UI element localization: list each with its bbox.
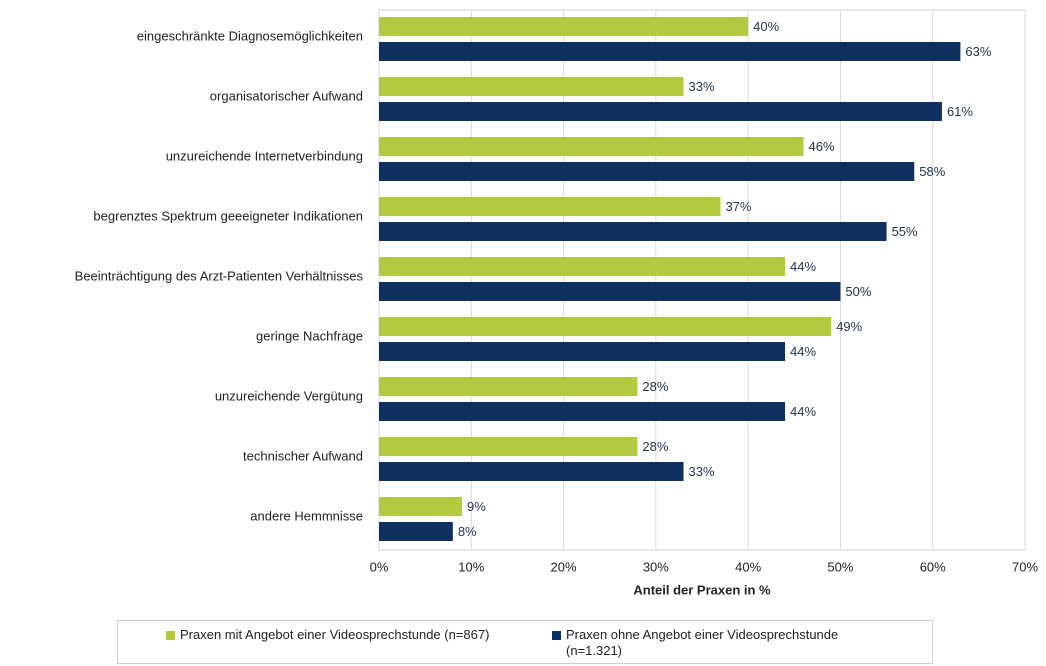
legend-item: Praxen mit Angebot einer Videosprechstun… <box>166 627 530 643</box>
x-tick-label: 10% <box>458 559 484 574</box>
value-label: 46% <box>809 139 835 154</box>
value-label: 40% <box>753 19 779 34</box>
y-tick-label: technischer Aufwand <box>243 448 363 463</box>
value-label: 28% <box>642 379 668 394</box>
value-label: 58% <box>919 164 945 179</box>
legend: Praxen mit Angebot einer Videosprechstun… <box>117 620 933 664</box>
chart: Anteil der Praxen in % 0% 10% 20% 30% 40% 50%… <box>75 9 1038 597</box>
legend-swatch <box>166 631 175 640</box>
value-label: 44% <box>790 259 816 274</box>
x-tick-label: 30% <box>643 559 669 574</box>
legend-swatch <box>552 631 561 640</box>
x-tick-label: 40% <box>735 559 761 574</box>
y-tick-label: unzureichende Internetverbindung <box>166 148 363 163</box>
y-tick-label: andere Hemmnisse <box>250 508 363 523</box>
y-tick-label: geringe Nachfrage <box>256 328 363 343</box>
value-label: 63% <box>965 44 991 59</box>
bar <box>379 462 684 481</box>
bar <box>379 77 684 96</box>
x-tick-label: 60% <box>920 559 946 574</box>
bar <box>379 497 463 516</box>
y-tick-label: Beeinträchtigung des Arzt-Patienten Verh… <box>75 268 364 283</box>
bar <box>379 282 841 301</box>
x-tick-label: 70% <box>1012 559 1038 574</box>
bar <box>379 342 786 361</box>
value-label: 50% <box>845 284 871 299</box>
bar <box>379 317 832 336</box>
x-tick-label: 20% <box>551 559 577 574</box>
legend-item: Praxen ohne Angebot einer Videosprechstu… <box>552 627 916 659</box>
bar <box>379 162 915 181</box>
y-tick-label: begrenztes Spektrum geeeigneter Indikati… <box>93 208 363 223</box>
x-axis-title: Anteil der Praxen in % <box>633 582 771 597</box>
bar <box>379 102 942 121</box>
bar <box>379 437 638 456</box>
value-label: 9% <box>467 499 486 514</box>
value-label: 37% <box>725 199 751 214</box>
value-label: 44% <box>790 404 816 419</box>
grid <box>378 10 1026 550</box>
x-tick-label: 0% <box>370 559 389 574</box>
bar <box>379 522 453 541</box>
value-label: 33% <box>689 79 715 94</box>
bar <box>379 222 887 241</box>
value-label: 44% <box>790 344 816 359</box>
y-tick-label: organisatorischer Aufwand <box>210 88 363 103</box>
legend-label: Praxen ohne Angebot einer Videosprechstu… <box>566 627 839 658</box>
value-label: 49% <box>836 319 862 334</box>
bar <box>379 197 721 216</box>
y-tick-label: unzureichende Vergütung <box>215 388 363 403</box>
value-label: 8% <box>458 524 477 539</box>
bar <box>379 137 804 156</box>
value-label: 61% <box>947 104 973 119</box>
bar <box>379 377 638 396</box>
y-tick-label: eingeschränkte Diagnosemöglichkeiten <box>137 28 363 43</box>
value-label: 28% <box>642 439 668 454</box>
bar <box>379 42 961 61</box>
bar <box>379 17 749 36</box>
value-label: 55% <box>892 224 918 239</box>
bar <box>379 402 786 421</box>
x-tick-label: 50% <box>827 559 853 574</box>
value-label: 33% <box>689 464 715 479</box>
legend-label: Praxen mit Angebot einer Videosprechstun… <box>180 627 490 642</box>
bar <box>379 257 786 276</box>
